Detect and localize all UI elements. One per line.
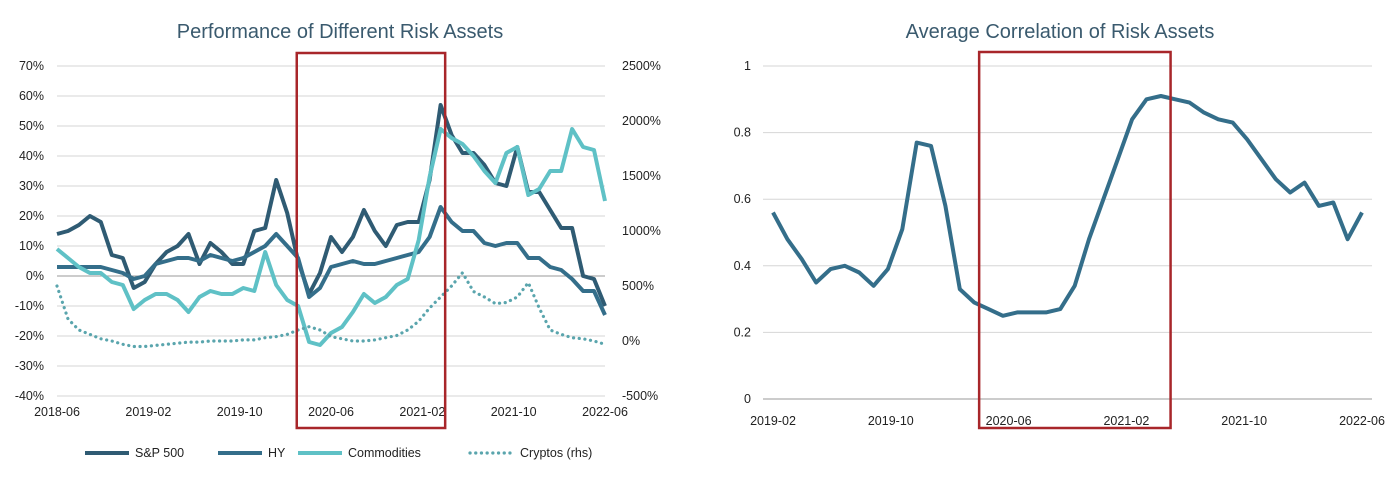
x-tick-label: 2019-02: [750, 414, 796, 428]
x-tick-label: 2021-10: [491, 405, 537, 419]
series-line-1: [56, 103, 607, 307]
gridlines: [763, 65, 1372, 400]
y-tick-label: 0.2: [734, 325, 751, 339]
chart-title: Average Correlation of Risk Assets: [906, 21, 1215, 43]
x-tick-label: 2021-10: [1221, 414, 1267, 428]
highlight-rect: [295, 51, 447, 430]
correlation-chart: Average Correlation of Risk Assets 00.20…: [734, 21, 1385, 430]
y-tick-label: 0.8: [734, 126, 751, 140]
y-tick-label: 0: [744, 392, 751, 406]
x-tick-label: 2022-06: [1339, 414, 1385, 428]
y-axis-left: 70% 60% 50% 40% 30% 20% 10% 0% -10% -20% -30% -40%: [15, 59, 44, 403]
x-tick-label: 2019-02: [125, 405, 171, 419]
legend-label: Commodities: [348, 446, 421, 460]
series-line-4: [55, 271, 607, 349]
y-tick-label: 50%: [19, 119, 44, 133]
x-tick-label: 2019-10: [217, 405, 263, 419]
series-line-2: [57, 205, 607, 316]
y-tick-label: 30%: [19, 179, 44, 193]
highlight-box: [977, 50, 1172, 430]
x-tick-label: 2019-10: [868, 414, 914, 428]
y2-tick-label: 2500%: [622, 59, 661, 73]
y2-tick-label: 2000%: [622, 114, 661, 128]
y-tick-label: 70%: [19, 59, 44, 73]
series-line-1: [771, 94, 1364, 318]
x-tick-label: 2020-06: [986, 414, 1032, 428]
highlight-box: [295, 51, 447, 430]
y-tick-label: 0.6: [734, 192, 751, 206]
x-tick-label: 2018-06: [34, 405, 80, 419]
y-axis-right: 2500% 2000% 1500% 1000% 500% 0% -500%: [622, 59, 661, 403]
y-tick-label: -20%: [15, 329, 44, 343]
y2-tick-label: 0%: [622, 334, 640, 348]
y-tick-label: -40%: [15, 389, 44, 403]
legend-label: HY: [268, 446, 286, 460]
y-tick-label: 40%: [19, 149, 44, 163]
x-tick-label: 2022-06: [582, 405, 628, 419]
y-tick-label: -10%: [15, 299, 44, 313]
legend-item: S&P 500: [85, 446, 184, 460]
y-tick-label: 1: [744, 59, 751, 73]
series-lines: [55, 103, 607, 349]
series-lines: [771, 94, 1364, 318]
y-tick-label: 20%: [19, 209, 44, 223]
legend: S&P 500 HY Commodities Cryptos (rhs): [85, 446, 592, 460]
series-line-3: [55, 127, 607, 347]
gridlines: [57, 65, 605, 397]
legend-label: Cryptos (rhs): [520, 446, 592, 460]
y-tick-label: 10%: [19, 239, 44, 253]
y2-tick-label: -500%: [622, 389, 658, 403]
legend-item: HY: [218, 446, 286, 460]
x-axis: 2019-02 2019-10 2020-06 2021-02 2021-10 2022-…: [750, 414, 1385, 428]
x-tick-label: 2021-02: [399, 405, 445, 419]
chart-title: Performance of Different Risk Assets: [177, 21, 503, 43]
legend-item: Commodities: [298, 446, 421, 460]
y-tick-label: -30%: [15, 359, 44, 373]
highlight-rect: [977, 50, 1172, 430]
performance-chart: Performance of Different Risk Assets 70%…: [15, 21, 661, 460]
y-tick-label: 0%: [26, 269, 44, 283]
legend-label: S&P 500: [135, 446, 184, 460]
y2-tick-label: 1000%: [622, 224, 661, 238]
y-axis: 0 0.2 0.4 0.6 0.8 1: [734, 59, 751, 406]
legend-item: Cryptos (rhs): [468, 446, 592, 460]
y2-tick-label: 500%: [622, 279, 654, 293]
x-tick-label: 2020-06: [308, 405, 354, 419]
y-tick-label: 0.4: [734, 259, 751, 273]
x-tick-label: 2021-02: [1103, 414, 1149, 428]
y2-tick-label: 1500%: [622, 169, 661, 183]
y-tick-label: 60%: [19, 89, 44, 103]
x-axis: 2018-06 2019-02 2019-10 2020-06 2021-02 2021-…: [34, 405, 628, 419]
